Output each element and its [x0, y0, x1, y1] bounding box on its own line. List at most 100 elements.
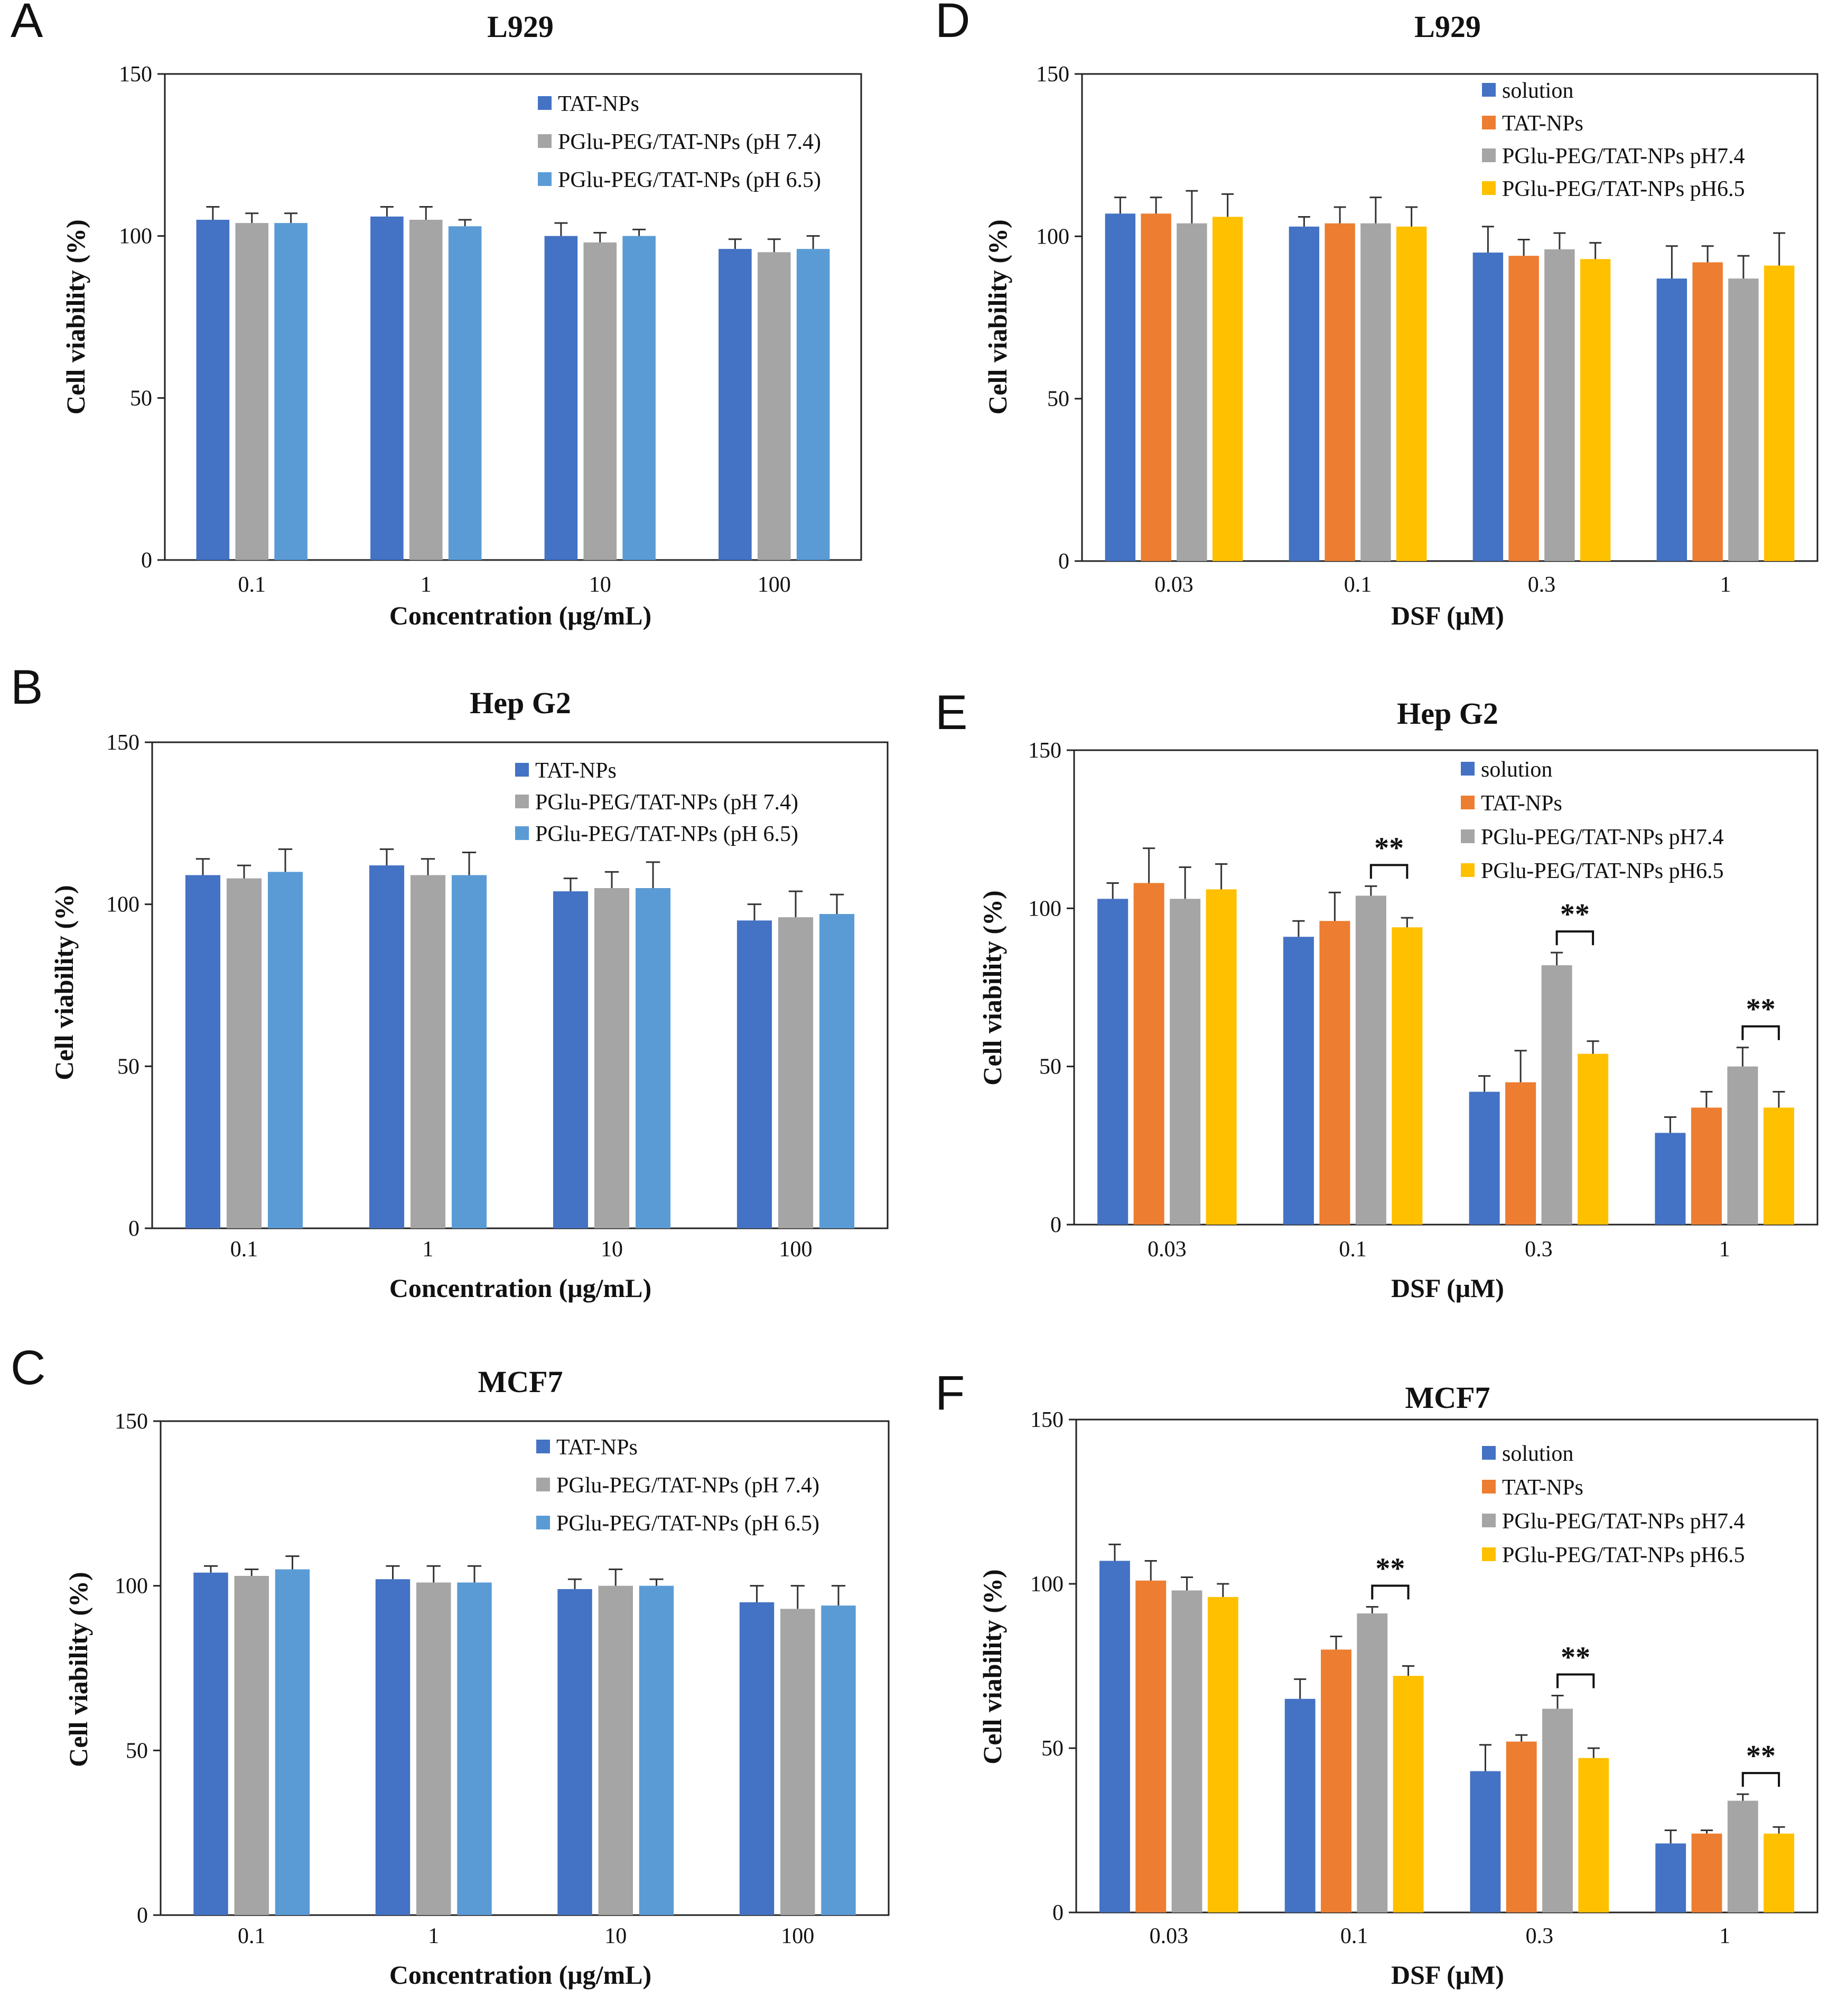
bar [1212, 217, 1243, 561]
bar [757, 252, 791, 560]
bar [1206, 889, 1237, 1225]
bar [410, 875, 446, 1228]
bar [1505, 1082, 1536, 1225]
legend-swatch [538, 96, 552, 110]
bar [780, 1609, 815, 1915]
panel-letter: A [11, 0, 43, 48]
legend-swatch [1482, 83, 1496, 97]
y-tick-label: 50 [1047, 387, 1069, 412]
bar [1133, 883, 1164, 1225]
y-tick-label: 50 [1041, 1737, 1064, 1761]
significance-bracket [1371, 1584, 1410, 1600]
bar [1727, 1800, 1758, 1912]
x-tick-label: 0.1 [1344, 573, 1372, 597]
plot-area [1075, 1418, 1819, 1914]
bar [821, 1606, 856, 1915]
bar [1207, 1597, 1238, 1912]
legend-swatch [1482, 1446, 1496, 1460]
bar [639, 1585, 674, 1915]
legend-swatch [515, 826, 529, 840]
bar [375, 1579, 411, 1915]
bar [1541, 965, 1572, 1225]
legend-swatch [1482, 1480, 1496, 1494]
significance-label: ** [1374, 832, 1404, 864]
bar [719, 249, 752, 560]
y-axis-label: Cell viability (%) [983, 219, 1012, 414]
x-tick-label: 0.1 [1340, 1924, 1368, 1948]
y-tick-label: 150 [106, 731, 139, 755]
x-tick-label: 0.3 [1525, 1237, 1553, 1262]
legend-swatch [538, 134, 552, 148]
legend-swatch [1482, 116, 1496, 129]
bar [1508, 256, 1539, 561]
panel-f: F MCF7 0 50 100 150 0.03 0.1 0.3 1 ** ** ** solution T… [935, 1366, 1819, 1990]
legend-label: PGlu-PEG/TAT-NPs (pH 7.4) [535, 790, 798, 815]
chart-title: L929 [1414, 10, 1481, 44]
bar [1692, 262, 1723, 561]
bar [1655, 1133, 1686, 1225]
bar [1355, 895, 1386, 1225]
x-axis-label: Concentration (μg/mL) [389, 1960, 651, 1990]
bar [1578, 1053, 1609, 1225]
bar [1764, 265, 1795, 561]
bar [1727, 1066, 1758, 1225]
x-tick-label: 0.1 [238, 573, 266, 597]
y-tick-label: 150 [119, 62, 152, 87]
bar [1542, 1709, 1573, 1912]
y-tick-label: 100 [1030, 1572, 1064, 1597]
bar [736, 920, 772, 1228]
legend-label: PGlu-PEG/TAT-NPs (pH 6.5) [556, 1511, 819, 1536]
significance-label: ** [1746, 1740, 1776, 1772]
bar [1763, 1107, 1794, 1225]
bar [594, 888, 630, 1228]
y-axis-label: Cell viability (%) [61, 219, 90, 414]
bar [234, 1575, 269, 1915]
significance-bracket [1741, 1772, 1780, 1787]
plot-area [1081, 73, 1819, 562]
legend-swatch [1482, 181, 1496, 195]
bar [583, 242, 617, 560]
legend-swatch [1461, 796, 1475, 809]
legend-label: TAT-NPs [558, 92, 639, 116]
bar [457, 1582, 492, 1915]
x-tick-label: 1 [1719, 1237, 1730, 1262]
legend-label: TAT-NPs [1502, 1476, 1583, 1500]
legend-swatch [536, 1478, 550, 1491]
legend-label: PGlu-PEG/TAT-NPs pH6.5 [1502, 1543, 1745, 1567]
bar [1728, 278, 1759, 561]
significance-label: ** [1746, 993, 1776, 1026]
panel-c: C MCF7 0 50 100 150 0.1 1 10 100 TAT-NPs PGlu-PEG/T… [11, 1341, 890, 1990]
y-tick-label: 150 [1030, 1408, 1064, 1432]
bar [1099, 1561, 1130, 1912]
y-tick-label: 50 [126, 1739, 148, 1763]
chart-title: Hep G2 [1397, 696, 1498, 731]
panel-a: A L929 0 50 100 150 0.1 1 10 100 TAT-NPs PGlu-PEG/T… [11, 0, 862, 630]
y-tick-label: 0 [1052, 1901, 1064, 1925]
bar [409, 220, 443, 560]
chart-title: L929 [487, 10, 554, 44]
legend-label: PGlu-PEG/TAT-NPs (pH 7.4) [558, 130, 821, 154]
x-tick-label: 0.1 [1339, 1237, 1367, 1262]
significance-label: ** [1560, 898, 1590, 931]
chart-title: MCF7 [478, 1365, 563, 1399]
x-axis-label: DSF (μM) [1391, 1273, 1504, 1303]
bar [1506, 1741, 1537, 1912]
bar [598, 1585, 633, 1915]
legend-swatch [1482, 1514, 1496, 1527]
legend-label: PGlu-PEG/TAT-NPs (pH 6.5) [558, 168, 821, 192]
bar [1177, 223, 1207, 561]
bar [1470, 1771, 1501, 1912]
y-tick-label: 50 [130, 386, 152, 410]
y-tick-label: 0 [1058, 549, 1069, 574]
y-tick-label: 0 [128, 1217, 139, 1241]
legend-swatch [515, 795, 529, 808]
y-tick-label: 150 [1036, 62, 1069, 87]
legend-swatch [538, 172, 552, 186]
bar [226, 878, 262, 1228]
legend-swatch [536, 1440, 550, 1453]
significance-bracket [1555, 930, 1594, 946]
bar [448, 226, 482, 560]
bar [635, 888, 671, 1228]
y-tick-label: 100 [106, 893, 139, 917]
bar [1171, 1590, 1202, 1912]
